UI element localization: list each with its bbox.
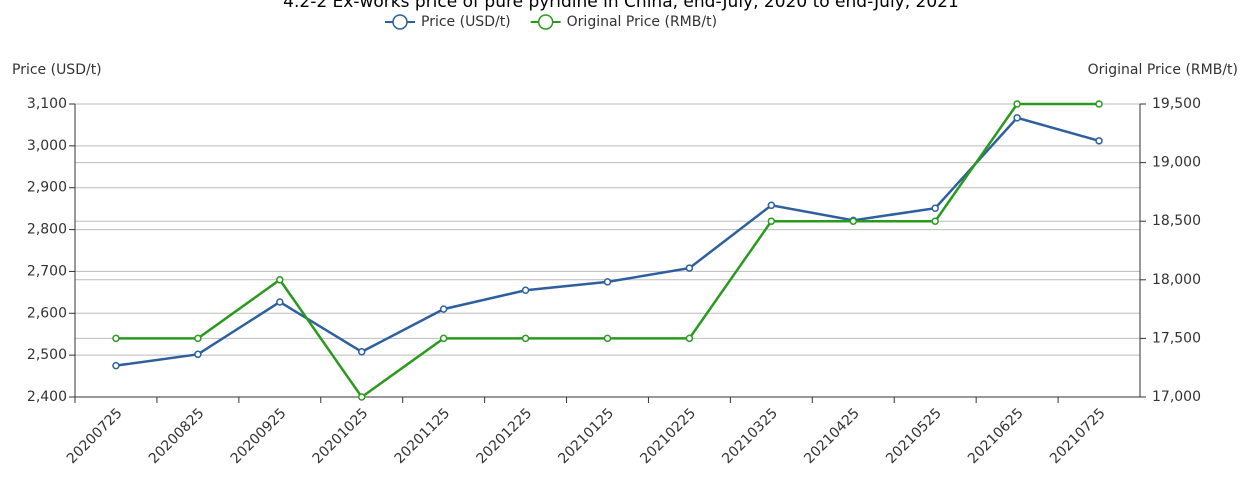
point (439, 334, 448, 343)
point (685, 264, 694, 272)
x-tick-label: 20210525 (883, 405, 945, 467)
point (112, 361, 120, 370)
point (603, 334, 612, 343)
point (603, 278, 612, 286)
y-tick-label: 2,400 (27, 389, 67, 405)
point (439, 305, 448, 313)
point (767, 201, 776, 210)
x-tick-label: 20210325 (719, 405, 781, 467)
x-tick-label: 20210425 (801, 405, 863, 467)
legend-marker (392, 14, 408, 30)
x-tick-label: 20201125 (392, 405, 454, 467)
y-tick-label: 2,500 (27, 347, 67, 363)
point (1095, 137, 1103, 145)
y2-tick-label: 17,500 (1152, 330, 1201, 346)
point (849, 217, 858, 225)
point (276, 298, 284, 306)
y-tick-label: 2,800 (27, 222, 67, 238)
point (194, 350, 202, 359)
y-tick-label: 2,900 (27, 180, 67, 196)
y2-axis-title: Original Price (RMB/t) (1088, 62, 1238, 78)
point (931, 204, 939, 212)
legend-label: Original Price (RMB/t) (567, 14, 717, 30)
legend-marker (537, 14, 554, 30)
point (685, 334, 694, 343)
y-tick-label: 3,100 (27, 96, 67, 112)
point (276, 276, 284, 284)
chart-title: 4.2-2 Ex-works price of pure pyridine in… (283, 0, 959, 12)
point (931, 217, 939, 225)
point (357, 348, 366, 356)
y2-tick-label: 18,000 (1152, 272, 1201, 288)
x-tick-label: 20200725 (64, 405, 126, 467)
point (112, 334, 120, 343)
point (521, 286, 530, 295)
y2-tick-label: 18,500 (1152, 213, 1201, 229)
point (1013, 100, 1021, 108)
y-tick-label: 2,600 (27, 305, 67, 321)
y2-tick-label: 19,500 (1152, 96, 1201, 112)
point (1095, 100, 1103, 108)
legend-label: Price (USD/t) (421, 14, 511, 30)
x-tick-label: 20200825 (146, 405, 208, 467)
y-axis-title: Price (USD/t) (12, 62, 102, 78)
y-tick-label: 3,000 (27, 138, 67, 154)
point (521, 334, 530, 343)
y2-tick-label: 19,000 (1152, 155, 1201, 171)
x-tick-label: 20200925 (228, 405, 290, 467)
series-line (115, 116, 1100, 367)
point (1013, 114, 1021, 122)
y-tick-label: 2,700 (27, 263, 67, 279)
y2-tick-label: 17,000 (1152, 389, 1201, 405)
x-tick-label: 20210625 (965, 405, 1027, 467)
x-tick-label: 20210125 (555, 405, 617, 467)
x-tick-label: 20210725 (1047, 405, 1109, 467)
point (357, 393, 366, 401)
series-line (115, 102, 1100, 399)
x-tick-label: 20201225 (474, 405, 536, 467)
point (767, 217, 776, 225)
point (194, 334, 202, 343)
x-tick-label: 20201025 (310, 405, 372, 467)
x-tick-label: 20210225 (637, 405, 699, 467)
